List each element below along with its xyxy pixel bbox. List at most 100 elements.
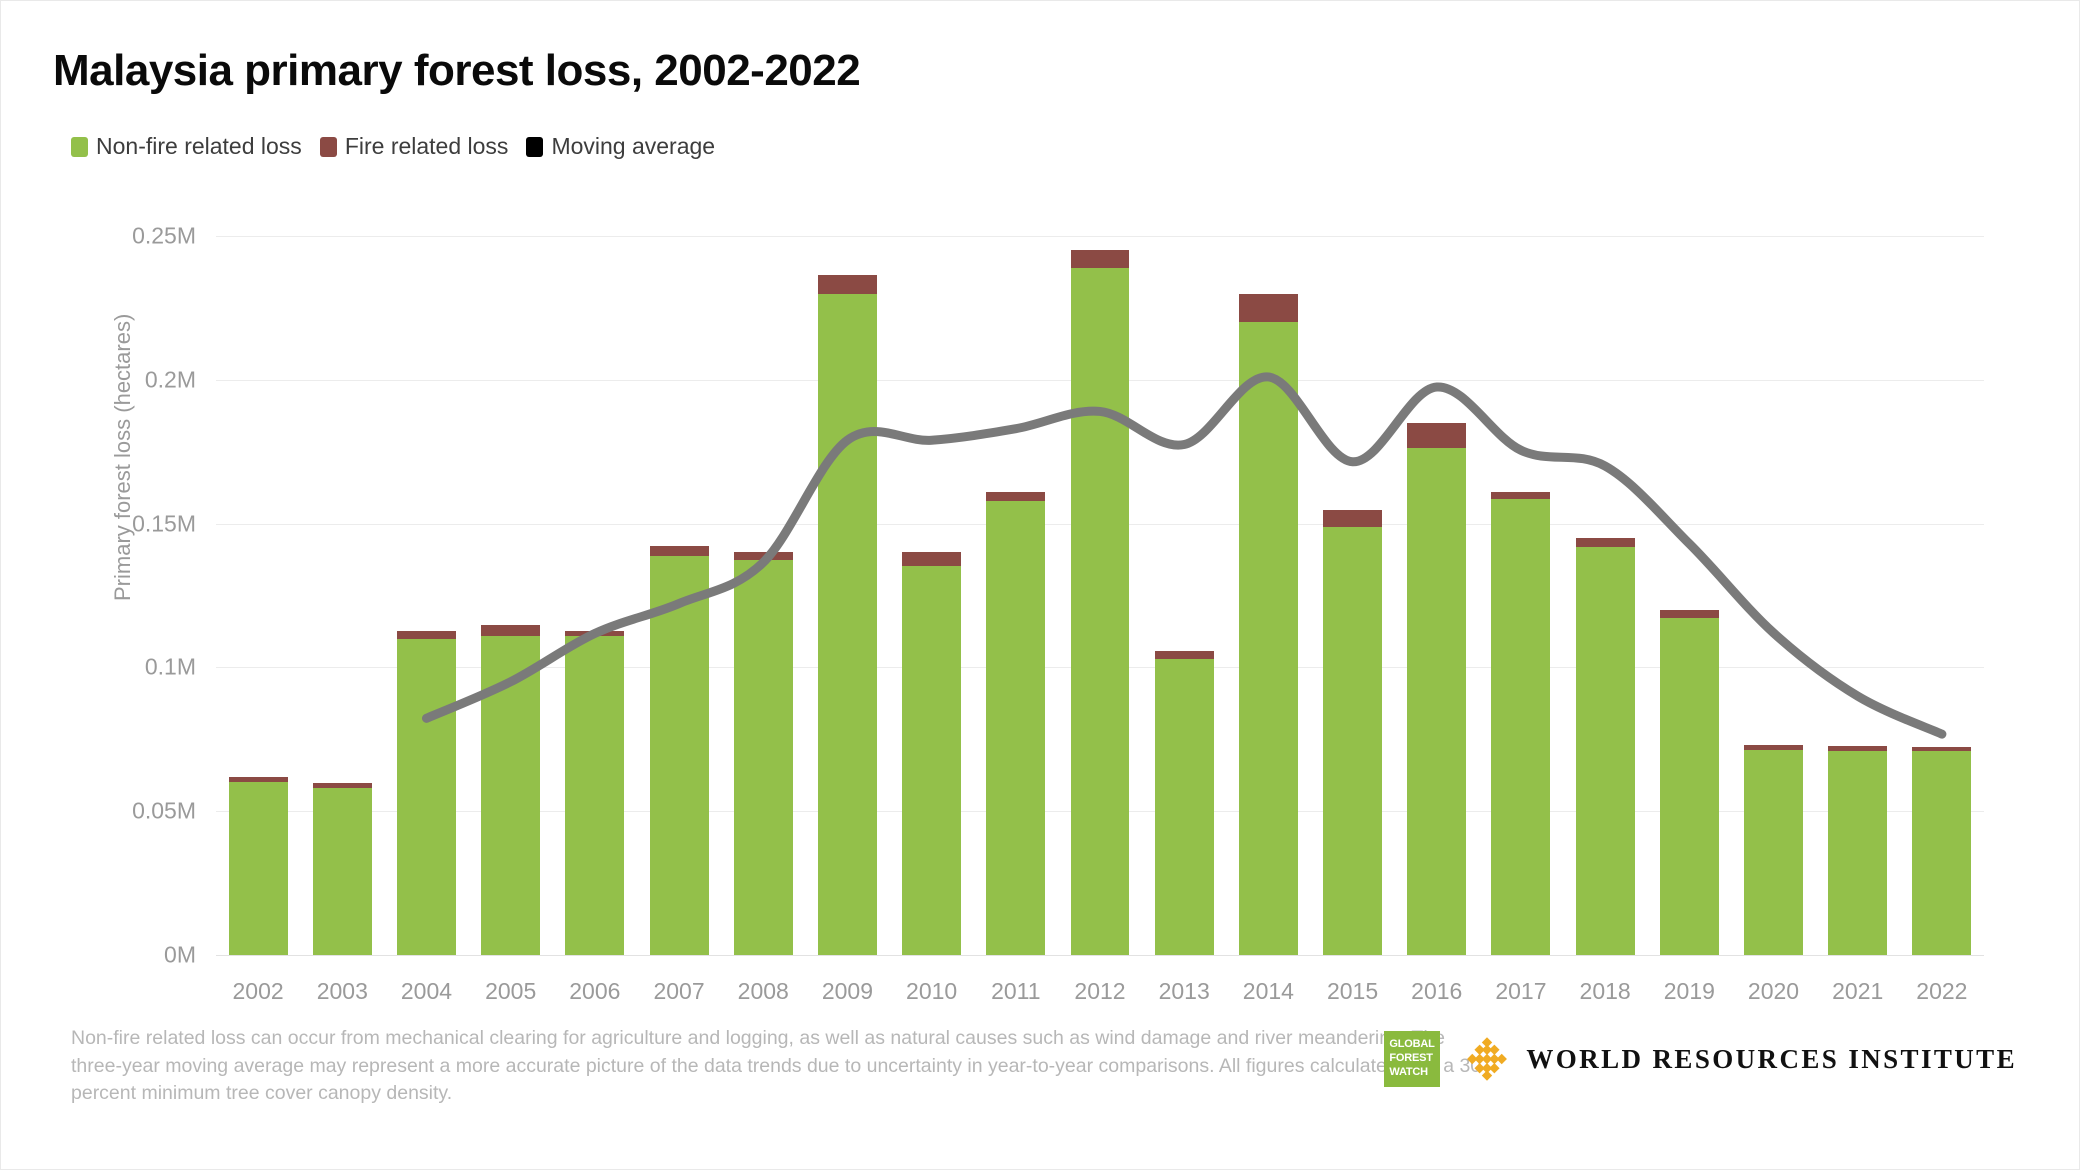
bar-segment-fire[interactable] [1575,537,1635,547]
bar-segment-fire[interactable] [1154,651,1214,660]
bar-segment-fire[interactable] [902,551,962,567]
global-forest-watch-logo[interactable]: GLOBAL FOREST WATCH [1384,1031,1441,1087]
bar-segment-fire[interactable] [228,777,288,783]
y-axis-tick-label: 0.25M [132,222,196,249]
bar-segment-non-fire[interactable] [1238,322,1298,955]
x-axis-tick-label-2013: 2013 [1158,978,1210,1004]
legend-item-fire[interactable]: Fire related loss [319,133,509,159]
bar-segment-fire[interactable] [397,630,456,639]
bar-segment-non-fire[interactable] [1575,546,1635,955]
x-axis-tick-label-2015: 2015 [1326,978,1379,1004]
bar-segment-fire[interactable] [481,625,541,636]
x-axis-tick-label-2014: 2014 [1242,978,1294,1004]
legend-label-fire: Fire related loss [344,133,509,159]
bars-layer [216,236,1984,955]
x-axis-tick-label-2016: 2016 [1411,978,1463,1004]
y-axis-tick-label: 0.1M [144,653,196,680]
y-axis-tick-label: 0.15M [132,510,196,537]
bar-segment-non-fire[interactable] [1828,750,1888,955]
bar-2017[interactable] [1491,491,1551,955]
wri-wordmark: WORLD RESOURCES INSTITUTE [1526,1043,2017,1074]
x-axis-tick-label-2018: 2018 [1579,978,1631,1004]
bar-segment-non-fire[interactable] [228,782,288,955]
bar-segment-non-fire[interactable] [1323,527,1383,955]
bar-segment-non-fire[interactable] [1659,617,1719,955]
bar-segment-fire[interactable] [1828,746,1888,751]
square-swatch-darkred-icon [319,136,337,157]
bar-segment-fire[interactable] [1744,745,1803,751]
bar-segment-fire[interactable] [1659,609,1719,618]
bar-segment-fire[interactable] [1912,746,1972,752]
bar-segment-non-fire[interactable] [733,560,793,955]
bar-2016[interactable] [1407,422,1467,955]
x-axis-tick-label-2009: 2009 [821,978,874,1004]
bar-2022[interactable] [1912,746,1972,955]
bar-segment-fire[interactable] [817,274,877,294]
wri-diamond-mark-icon [1467,1037,1508,1081]
bar-segment-non-fire[interactable] [565,636,625,955]
bar-segment-fire[interactable] [649,545,709,556]
y-axis-tick-label: 0.2M [144,366,196,393]
bar-2004[interactable] [397,630,456,955]
bar-2013[interactable] [1154,651,1214,955]
x-axis-tick-label-2017: 2017 [1495,978,1547,1004]
bar-segment-fire[interactable] [1491,491,1551,500]
bar-2007[interactable] [649,545,709,955]
bar-segment-fire[interactable] [986,491,1046,501]
x-axis-tick-label-2022: 2022 [1916,978,1968,1004]
bar-2020[interactable] [1744,745,1803,955]
moving-average-path [421,372,1947,739]
bar-segment-non-fire[interactable] [902,566,962,955]
legend-item-moving-average[interactable]: Moving average [526,135,715,158]
bar-segment-fire[interactable] [1070,250,1130,268]
x-axis-tick-label-2021: 2021 [1832,978,1884,1004]
bar-segment-fire[interactable] [1323,510,1383,528]
x-axis-tick-label-2005: 2005 [485,978,537,1004]
bar-segment-non-fire[interactable] [1154,659,1214,955]
bar-2010[interactable] [902,551,962,955]
chart-plot-area: Primary forest loss (hectares) 0M 0.05M 0.… [110,223,1984,1004]
x-axis-tick-labels: 2002 2003 2004 2005 2006 2007 2008 2009 2010 2011… [216,236,1984,1004]
bar-segment-non-fire[interactable] [649,555,709,955]
y-axis-title: Primary forest loss (hectares) [110,313,135,601]
bar-2012[interactable] [1070,250,1130,955]
bar-2003[interactable] [312,782,372,955]
bar-2014[interactable] [1238,294,1298,955]
x-axis-tick-label-2007: 2007 [653,978,705,1004]
bar-segment-non-fire[interactable] [312,787,372,955]
bar-segment-fire[interactable] [312,782,372,788]
bar-2009[interactable] [817,274,877,955]
y-axis-tick-labels: 0M 0.05M 0.1M 0.15M 0.2M 0.25M [132,223,1984,968]
bar-segment-non-fire[interactable] [1912,751,1972,955]
x-axis-tick-label-2010: 2010 [906,978,958,1004]
bar-2015[interactable] [1323,510,1383,955]
x-axis-tick-label-2003: 2003 [316,978,368,1004]
bar-2019[interactable] [1659,609,1719,955]
gfw-logo-line-1: GLOBAL [1389,1038,1435,1051]
bar-segment-non-fire[interactable] [1407,448,1467,955]
legend-label-moving-average: Moving average [551,133,716,159]
square-swatch-black-icon [526,136,544,157]
bar-segment-non-fire[interactable] [1070,267,1130,955]
bar-2002[interactable] [228,777,288,955]
gridline [216,236,1984,237]
bar-segment-non-fire[interactable] [1491,499,1551,955]
chart-legend: Non-fire related loss Fire related loss … [71,135,733,158]
bar-segment-non-fire[interactable] [1744,750,1803,955]
bar-2018[interactable] [1575,537,1635,955]
bar-segment-non-fire[interactable] [817,293,877,955]
bar-2021[interactable] [1828,746,1888,955]
bar-segment-non-fire[interactable] [986,500,1046,955]
gfw-logo-line-2: FOREST [1389,1052,1433,1065]
legend-item-non-fire[interactable]: Non-fire related loss [71,135,302,158]
square-swatch-green-icon [71,136,88,157]
bar-segment-non-fire[interactable] [397,638,456,955]
bar-segment-fire[interactable] [1407,422,1467,449]
bar-segment-fire[interactable] [1238,294,1298,323]
x-axis-tick-label-2020: 2020 [1747,978,1800,1004]
bar-2011[interactable] [986,491,1046,955]
x-axis-tick-label-2002: 2002 [232,978,284,1004]
page-title: Malaysia primary forest loss, 2002-2022 [53,46,861,95]
x-axis-tick-label-2019: 2019 [1663,978,1715,1004]
